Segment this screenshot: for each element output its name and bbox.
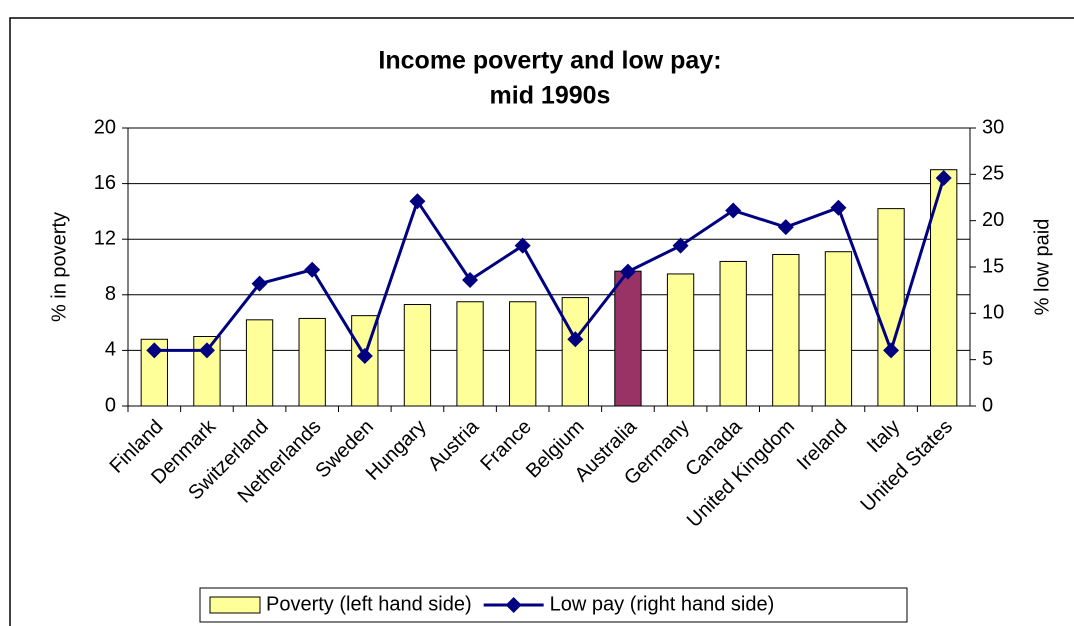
marker (777, 219, 794, 236)
marker (935, 170, 952, 187)
marker (251, 275, 268, 292)
marker (672, 237, 689, 254)
y-tick-label: 4 (105, 339, 116, 361)
bar (772, 253, 800, 407)
bar (298, 317, 326, 407)
marker (567, 331, 584, 348)
marker (883, 342, 900, 359)
marker (198, 342, 215, 359)
y-tick-label: 0 (105, 394, 116, 416)
y2-axis-label: % low paid (1031, 219, 1053, 316)
y2-tick-label: 10 (982, 302, 1004, 324)
marker (619, 263, 636, 280)
bar (245, 319, 274, 407)
y-tick-label: 16 (94, 172, 116, 194)
legend-label: Poverty (left hand side) (266, 593, 472, 615)
marker (725, 202, 742, 219)
bar (614, 270, 642, 407)
line (154, 177, 946, 360)
legend-label: Low pay (right hand side) (550, 593, 775, 615)
chart-title: mid 1990s (490, 82, 611, 110)
y2-tick-label: 20 (982, 209, 1004, 231)
marker (356, 347, 373, 364)
bar (824, 251, 853, 407)
y-tick-label: 12 (94, 227, 116, 249)
y-tick-label: 8 (105, 283, 116, 305)
bar (719, 260, 747, 407)
bar (403, 304, 432, 407)
y-axis-label: % in poverty (48, 212, 70, 322)
y2-tick-label: 5 (982, 348, 993, 370)
bar (666, 273, 695, 407)
bar (456, 301, 484, 407)
y2-tick-label: 30 (982, 116, 1004, 138)
chart-title: Income poverty and low pay: (378, 47, 721, 75)
marker (146, 342, 163, 359)
marker (830, 199, 847, 216)
legend-box (199, 587, 908, 623)
bar (509, 301, 537, 407)
marker (409, 193, 426, 210)
bar (561, 297, 589, 407)
y-tick-label: 20 (94, 116, 116, 138)
y2-tick-label: 0 (982, 394, 993, 416)
marker (514, 237, 531, 254)
legend-marker (505, 597, 522, 613)
y2-tick-label: 15 (982, 255, 1004, 277)
bar (877, 208, 905, 407)
marker (304, 261, 321, 278)
y2-tick-label: 25 (982, 163, 1004, 185)
marker (462, 271, 479, 288)
legend-swatch (209, 596, 261, 614)
